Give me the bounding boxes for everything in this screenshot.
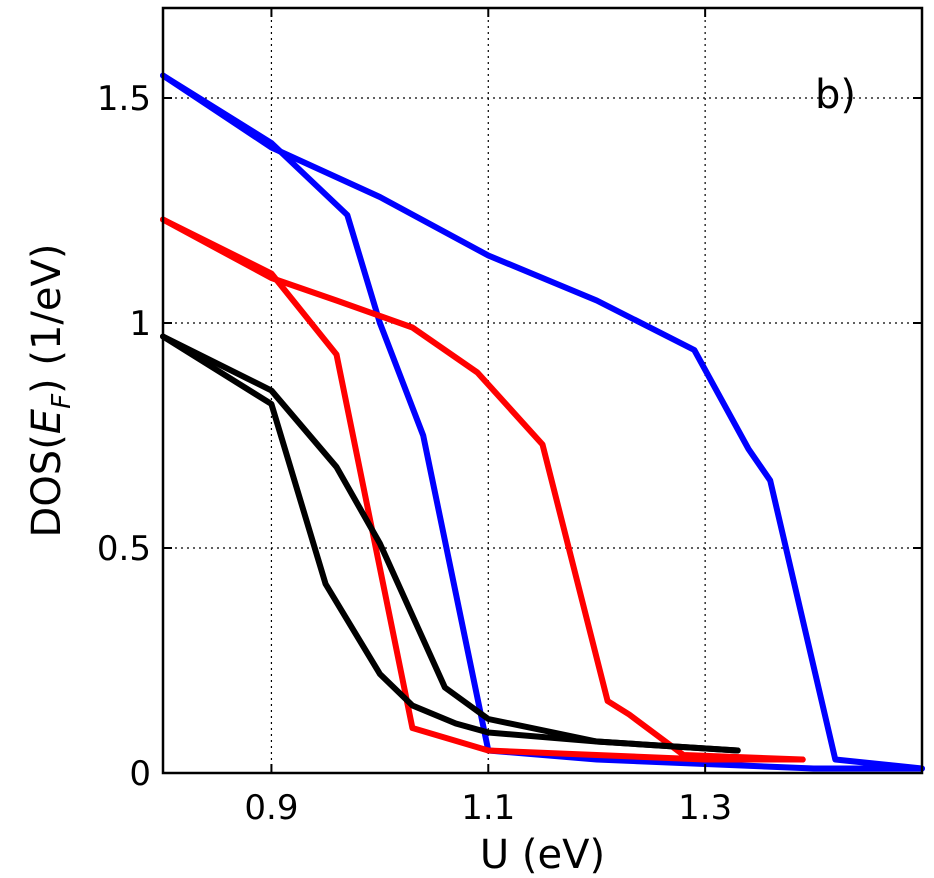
y-axis-label-variable: E [24, 408, 70, 434]
y-tick-label: 0 [129, 754, 151, 794]
x-tick-label: 1.1 [461, 788, 515, 828]
x-tick-label: 1.3 [678, 788, 732, 828]
y-axis-label-subscript: F [47, 393, 77, 409]
axis-ticks [163, 8, 922, 774]
series-lines [160, 72, 925, 772]
x-tick-label: 0.9 [244, 788, 298, 828]
y-axis-label: DOS(EF) (1/eV) [24, 244, 77, 538]
plot-frame [161, 6, 924, 775]
panel-label: b) [815, 72, 856, 118]
series-line-3 [160, 216, 806, 763]
x-tick-labels: 0.9 1.1 1.3 [244, 788, 732, 828]
y-tick-labels: 0 0.5 1 1.5 [97, 79, 151, 794]
y-tick-label: 1.5 [97, 79, 151, 119]
series-line-5 [160, 333, 741, 754]
y-axis-label-prefix: DOS( [24, 434, 70, 537]
y-axis-label-suffix: ) (1/eV) [24, 244, 70, 394]
grid-lines [163, 8, 922, 773]
y-tick-label: 0.5 [97, 529, 151, 569]
series-line-1 [160, 72, 925, 772]
x-axis-label: U (eV) [480, 832, 605, 878]
series-line-2 [160, 72, 925, 772]
series-line-6 [160, 333, 741, 754]
series-line-4 [160, 216, 806, 763]
y-tick-label: 1 [129, 304, 151, 344]
